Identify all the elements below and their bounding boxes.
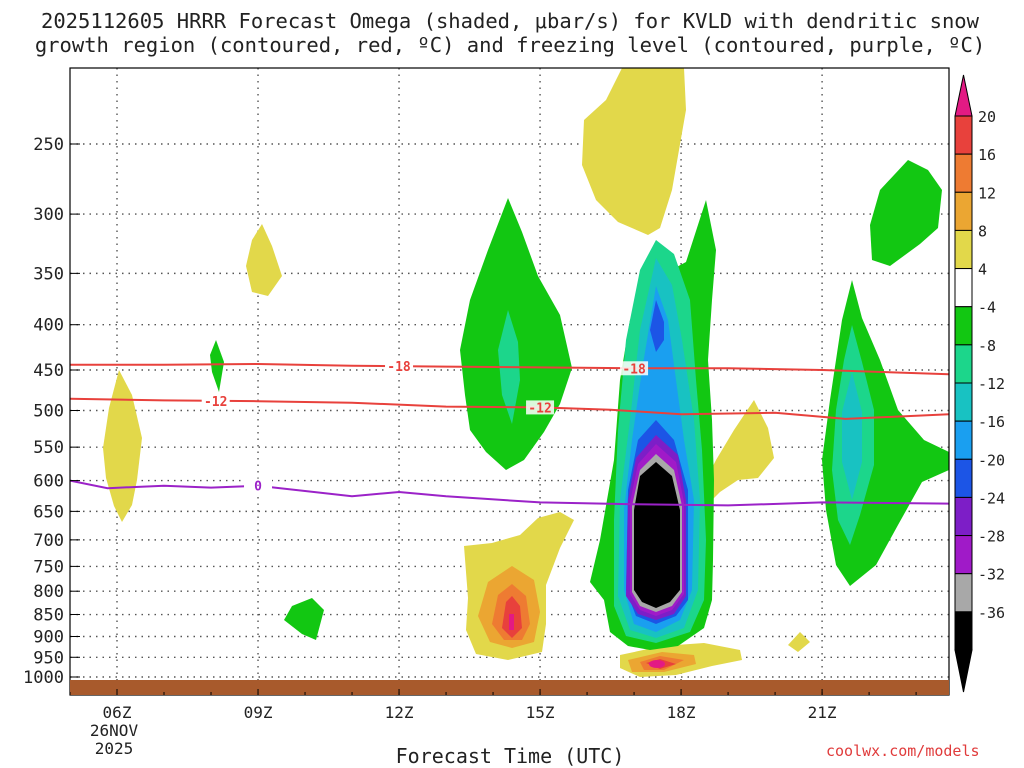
contour-label-bg (385, 359, 414, 374)
x-tick-label: 06Z (103, 703, 132, 722)
colorbar-label: 16 (978, 146, 996, 164)
contour-label: -18 (387, 360, 411, 375)
contour-line (70, 362, 949, 376)
colorbar-bottom-arrow (954, 649, 973, 693)
contour-label: -12 (204, 395, 227, 410)
y-tick-label: 250 (33, 135, 64, 155)
contour-line (70, 479, 949, 507)
omega-negative-region-13z (460, 198, 572, 470)
omega-negative-region-22z (870, 160, 942, 266)
omega-max-surface (649, 660, 665, 668)
ground-strip-visible (70, 680, 949, 695)
colorbar-label: 8 (978, 222, 987, 240)
contour-label-bg (244, 478, 273, 493)
omega-positive-region-19z (705, 400, 774, 506)
y-tick-label: 550 (33, 438, 64, 458)
omega-positive-region-20z (788, 632, 810, 652)
colorbar-label: -16 (978, 413, 1005, 431)
colorbar: 20 16 12 8 4 -4 -8 -12 -16 -20 -24 -28 -32 -36 (954, 74, 1005, 693)
y-tick-label: 1000 (23, 668, 64, 688)
colorbar-swatch (954, 420, 973, 460)
colorbar-label: -20 (978, 451, 1005, 469)
colorbar-swatch (954, 153, 973, 193)
chart-title-line2: growth region (contoured, red, ºC) and f… (35, 33, 985, 57)
colorbar-swatch (954, 382, 973, 422)
colorbar-label: -8 (978, 337, 996, 355)
colorbar-label: -4 (978, 299, 996, 317)
x-date-label: 26NOV (90, 721, 139, 740)
y-tick-label: 850 (33, 606, 64, 626)
y-tick-label: 800 (33, 582, 64, 602)
colorbar-swatch (954, 229, 973, 270)
omega-positive-region-06z (103, 370, 142, 522)
contour-label-bg (201, 393, 230, 408)
y-axis: 2503003504004505005506006507007508008509… (23, 135, 80, 688)
contour-label: -18 (622, 362, 646, 377)
y-tick-label: 600 (33, 472, 64, 492)
colorbar-swatch (954, 535, 973, 575)
contour-label-bg (620, 361, 649, 376)
omega-max-14z (509, 614, 514, 630)
colorbar-swatch (954, 306, 973, 346)
x-tick-label: 09Z (244, 703, 273, 722)
contour-label: 0 (254, 480, 262, 495)
colorbar-label: -32 (978, 566, 1005, 584)
x-tick-label: 15Z (526, 703, 555, 722)
colorbar-swatch (954, 611, 973, 651)
y-tick-label: 650 (33, 502, 64, 522)
colorbar-label: -12 (978, 375, 1005, 393)
colorbar-swatch (954, 115, 973, 155)
contour-label: -12 (528, 401, 551, 416)
omega-negative-region-08z (210, 340, 224, 392)
x-tick-label: 21Z (808, 703, 837, 722)
x-tick-label: 12Z (385, 703, 414, 722)
temperature-contours: -18 -12 0 -18 -12 (70, 359, 949, 507)
colorbar-label: 12 (978, 184, 996, 202)
y-tick-label: 400 (33, 316, 64, 336)
colorbar-swatch (954, 268, 973, 308)
y-tick-label: 350 (33, 264, 64, 284)
colorbar-label: -28 (978, 528, 1005, 546)
colorbar-label: 20 (978, 108, 996, 126)
colorbar-swatch (954, 496, 973, 537)
x-axis-label: Forecast Time (UTC) (396, 744, 625, 768)
y-tick-label: 700 (33, 531, 64, 551)
chart-title-line1: 2025112605 HRRR Forecast Omega (shaded, … (41, 9, 980, 33)
x-year-label: 2025 (95, 739, 134, 758)
colorbar-top-arrow (954, 74, 973, 117)
omega-negative-region-10z (284, 598, 324, 640)
colorbar-label: 4 (978, 261, 987, 279)
x-tick-label: 18Z (667, 703, 696, 722)
omega-positive-region-09z (246, 224, 282, 296)
colorbar-label: -36 (978, 604, 1005, 622)
colorbar-swatch (954, 573, 973, 613)
colorbar-swatch (954, 191, 973, 231)
omega-shading (103, 68, 949, 677)
colorbar-swatch (954, 458, 973, 498)
watermark: coolwx.com/models (826, 742, 980, 760)
y-tick-label: 500 (33, 402, 64, 422)
plot-area: -18 -12 0 -18 -12 (70, 68, 949, 680)
y-tick-label: 950 (33, 648, 64, 668)
contour-label-bg (526, 400, 555, 415)
omega-positive-region-upper (582, 68, 686, 235)
omega-cyan-21z (842, 372, 862, 500)
y-tick-label: 900 (33, 627, 64, 647)
colorbar-label: -24 (978, 489, 1005, 507)
y-tick-label: 750 (33, 557, 64, 577)
omega-min-core-17z (634, 462, 680, 608)
y-tick-label: 450 (33, 361, 64, 381)
y-tick-label: 300 (33, 205, 64, 225)
colorbar-swatch (954, 344, 973, 384)
